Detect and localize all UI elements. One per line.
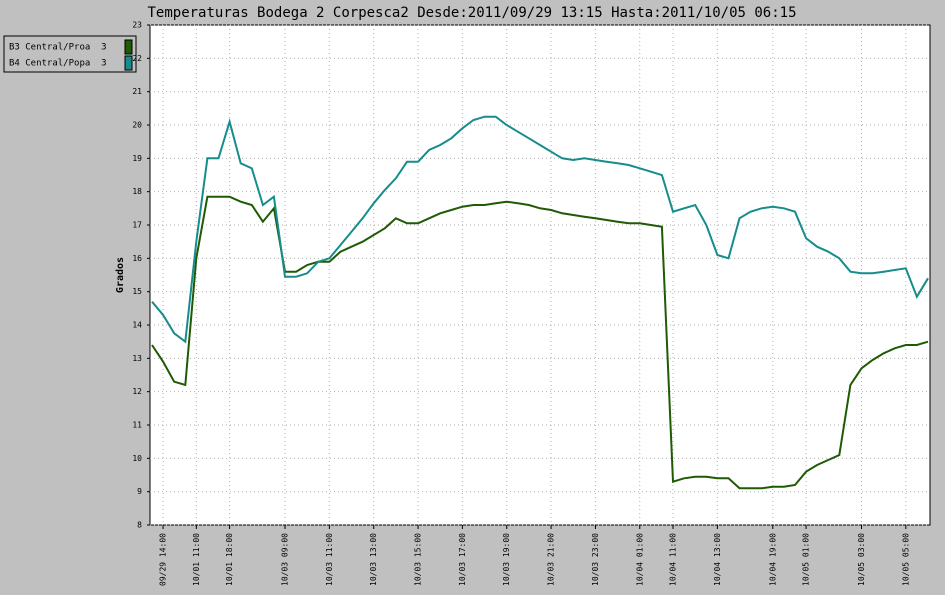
- series-line: [151, 115, 929, 344]
- x-tick-label: 10/04 13:00: [713, 533, 722, 586]
- y-tick-label: 22: [132, 54, 142, 63]
- x-tick-label: 10/05 01:00: [802, 533, 811, 586]
- x-tick-label: 10/04 01:00: [635, 533, 644, 586]
- x-tick-label: 10/03 11:00: [325, 533, 334, 586]
- legend-swatch: [124, 55, 133, 71]
- y-tick-label: 10: [132, 454, 142, 463]
- legend: [3, 35, 137, 73]
- x-tick-label: 10/03 23:00: [591, 533, 600, 586]
- y-tick-label: 13: [132, 354, 142, 363]
- x-tick-label: 10/01 11:00: [192, 533, 201, 586]
- x-tick-label: 10/05 05:00: [901, 533, 910, 586]
- x-tick-label: 10/03 13:00: [369, 533, 378, 586]
- y-tick-label: 11: [132, 421, 142, 430]
- y-axis-label: Grados: [115, 257, 126, 293]
- y-tick-label: 18: [132, 187, 142, 196]
- y-tick-label: 9: [137, 487, 142, 496]
- x-tick-label: 10/03 21:00: [547, 533, 556, 586]
- y-tick-label: 15: [132, 287, 142, 296]
- chart-title: Temperaturas Bodega 2 Corpesca2 Desde:20…: [147, 5, 796, 21]
- x-tick-label: 10/01 18:00: [225, 533, 234, 586]
- y-tick-label: 20: [132, 121, 142, 130]
- y-tick-label: 16: [132, 254, 142, 263]
- x-tick-label: 10/05 03:00: [857, 533, 866, 586]
- y-tick-label: 21: [132, 87, 142, 96]
- x-tick-label: 09/29 14:00: [159, 533, 168, 586]
- x-tick-label: 10/03 09:00: [281, 533, 290, 586]
- x-tick-label: 10/03 19:00: [502, 533, 511, 586]
- y-tick-label: 23: [132, 21, 142, 30]
- y-tick-label: 17: [132, 221, 142, 230]
- y-tick-label: 8: [137, 521, 142, 530]
- x-tick-label: 10/03 15:00: [414, 533, 423, 586]
- plot-area: [149, 24, 931, 526]
- y-tick-label: 12: [132, 387, 142, 396]
- x-tick-label: 10/04 19:00: [768, 533, 777, 586]
- legend-label: B4 Central/Popa 3: [9, 59, 107, 69]
- x-tick-label: 10/03 17:00: [458, 533, 467, 586]
- legend-label: B3 Central/Proa 3: [9, 43, 107, 53]
- y-tick-label: 14: [132, 321, 142, 330]
- legend-swatch: [124, 39, 133, 55]
- y-tick-label: 19: [132, 154, 142, 163]
- x-tick-label: 10/04 11:00: [669, 533, 678, 586]
